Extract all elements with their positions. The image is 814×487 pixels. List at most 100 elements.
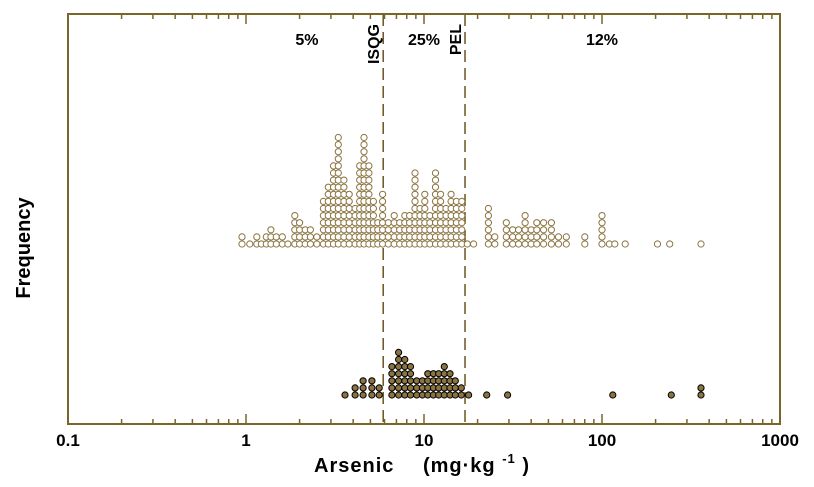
open-dot [345,212,353,220]
filled-dot [406,377,415,385]
filled-dot [406,363,415,371]
plot-frame [67,13,781,425]
open-dot [345,240,353,248]
open-dot [598,219,606,227]
filled-dot [395,391,403,399]
guideline-label-pel: PEL [448,24,465,55]
filled-dot [388,391,396,399]
open-dot [484,204,492,213]
filled-dot [395,377,403,385]
filled-dot [375,384,383,392]
filled-dot [351,384,359,392]
open-dot [533,226,541,234]
open-dot [509,240,517,248]
open-dot [521,226,529,234]
open-dot [598,240,606,248]
open-dot [360,141,368,149]
open-dot [411,190,419,198]
open-dot [521,233,529,241]
open-dot [369,204,377,213]
open-dot [365,176,373,184]
open-dot [484,233,492,241]
filled-dot [395,348,403,356]
open-dot [463,240,471,248]
open-dot [340,176,348,184]
open-dot [365,183,373,191]
region-percent-label: 25% [408,32,440,49]
open-dot [562,233,570,241]
filled-dot [351,391,359,399]
open-dot [340,183,348,191]
filled-dot [395,363,403,371]
x-tick-label: 0.1 [56,431,80,450]
open-dot [598,233,606,241]
open-dot [611,240,619,248]
chart-text: 0.1 1 10 100 1000 ISQG PEL 5% 25% 12% [56,24,799,450]
open-dot [437,197,445,205]
x-axis-label-unit-close: ) [522,455,530,477]
open-dot [379,190,387,198]
filled-dot [457,391,465,399]
open-dot [491,240,499,248]
open-dot [458,212,466,220]
filled-dot [451,384,459,392]
filled-dot [697,384,705,392]
open-dot [502,226,510,234]
filled-dot [504,391,512,399]
open-dot [284,240,292,248]
open-dot [296,219,304,227]
x-tick-label: 1 [241,431,250,450]
filled-dot [483,391,491,399]
open-dot [334,162,342,170]
x-tick-label: 1000 [761,431,799,450]
open-dot [484,226,492,234]
filled-dot [401,355,409,364]
open-dot [334,169,342,177]
open-dot [365,190,373,198]
filled-dot [406,370,415,378]
open-dot [306,226,314,234]
filled-dot [440,363,448,371]
open-dot [379,204,387,213]
data-points [238,133,705,399]
open-dot [238,240,246,248]
open-dot [313,233,321,241]
open-dot [345,226,353,234]
open-dot [458,219,466,227]
open-dot [484,219,492,227]
filled-dot [395,355,403,364]
open-dot [334,141,342,149]
filled-dot [359,377,367,385]
open-dot [334,155,342,163]
open-dot [540,226,548,234]
filled-dot [368,391,376,399]
open-dot [272,240,280,248]
open-dot [334,148,342,156]
open-dot [272,233,280,241]
open-dot [306,233,314,241]
filled-dot [368,384,376,392]
region-percent-label: 5% [295,32,318,49]
filled-dot [451,391,459,399]
open-dot [369,212,377,220]
open-dot [502,240,510,248]
open-dot [484,212,492,220]
filled-dot [375,391,383,399]
open-dot [502,219,510,227]
x-axis-label-name: Arsenic [314,455,394,477]
open-dot [621,240,629,248]
open-dot [379,197,387,205]
open-dot [431,169,440,177]
open-dot [390,212,398,220]
filled-dot [395,384,403,392]
open-dot [384,219,392,227]
open-dot [421,204,429,213]
open-dot [291,212,299,220]
open-dot [313,240,321,248]
open-dot [384,240,392,248]
open-dot [411,169,419,177]
open-dot [267,226,275,234]
open-dot [379,212,387,220]
open-dot [562,240,570,248]
open-dot [411,183,419,191]
